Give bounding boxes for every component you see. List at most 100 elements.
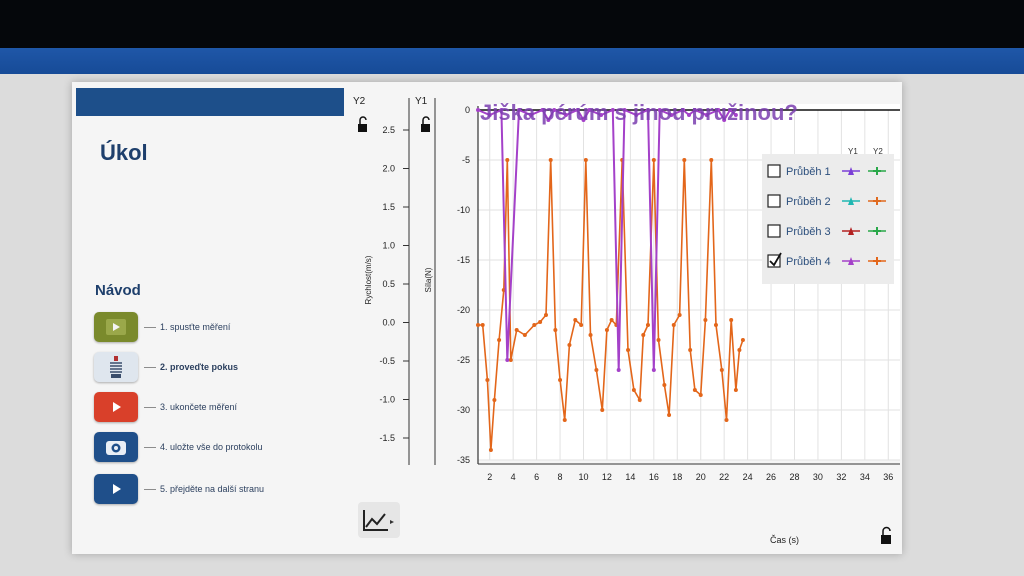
save-button[interactable] [94,432,138,462]
y2-tick-label: 0.0 [382,318,395,328]
step-3-label: 3. ukončete měření [160,402,238,412]
data-point [716,108,721,112]
data-point [599,113,604,117]
experiment-button[interactable] [94,352,138,382]
data-point [543,313,548,317]
y2-tick-label: -1.5 [379,433,395,443]
y2-lock-icon[interactable] [358,116,367,132]
next-page-button[interactable] [94,474,138,504]
data-point [733,388,738,392]
data-point [651,368,656,372]
x-tick-label: 32 [836,472,846,482]
x-tick-label: 26 [766,472,776,482]
legend-box [762,154,894,284]
x-tick-label: 36 [883,472,893,482]
legend-y2-marker [873,197,881,205]
x-lock-icon[interactable] [881,526,891,545]
data-point [740,338,745,342]
x-axis-title: Čas (s) [770,535,799,545]
play-button[interactable] [94,312,138,342]
step-connector [144,488,156,490]
data-point [637,398,642,402]
data-point [634,113,639,117]
data-point [514,328,519,332]
data-point [553,328,558,332]
legend-item[interactable]: Průběh 1 [767,164,886,178]
legend-checkbox[interactable] [767,164,781,178]
x-tick-label: 34 [860,472,870,482]
data-point [631,388,636,392]
x-tick-label: 10 [578,472,588,482]
step-connector [144,366,156,368]
y2-tick-label: 0.5 [382,279,395,289]
data-point [487,113,492,117]
data-point [548,158,553,162]
step-2[interactable]: 2. proveďte pokus [94,350,238,384]
legend: Y1 Y2 Průběh 1 Průběh 2 Průběh 3 Průběh 4 [762,147,894,284]
y1-lock-icon[interactable] [421,116,430,132]
data-point [733,113,738,117]
legend-checkbox[interactable] [767,254,781,268]
grid [477,106,900,465]
x-tick-label: 30 [813,472,823,482]
y2-tick-label: 1.5 [382,202,395,212]
legend-checkbox[interactable] [767,194,781,208]
data-point [499,108,504,112]
data-point [528,113,533,117]
camera-icon [106,441,126,455]
data-point [667,413,672,417]
data-point [703,318,708,322]
data-point [651,158,656,162]
legend-y1-marker [848,227,854,235]
x-tick-label: 6 [534,472,539,482]
legend-y2-marker [873,227,881,235]
screen-top-bezel [0,0,1024,50]
data-point [476,323,480,327]
legend-item[interactable]: Průběh 2 [767,194,886,208]
step-4[interactable]: 4. uložte vše do protokolu [94,430,263,464]
step-5[interactable]: 5. přejděte na další stranu [94,472,264,506]
data-point [522,333,527,337]
legend-y1-marker [848,257,854,265]
step-1[interactable]: 1. spusťte měření [94,310,230,344]
chart-type-button[interactable] [358,502,400,538]
data-point [588,333,593,337]
data-point [669,113,674,117]
header-band [76,88,344,116]
data-point [645,108,650,112]
data-point [657,108,662,112]
data-point [558,378,563,382]
data-point [476,108,480,112]
legend-checkbox[interactable] [767,224,781,238]
data-point [709,158,714,162]
x-ticks: 2 4 6 8 10 12 14 16 18 20 22 24 26 28 30 32 34 36 [487,472,893,482]
stop-button[interactable] [94,392,138,422]
data-point [704,113,709,117]
data-point [505,358,510,362]
data-point [583,158,588,162]
legend-item[interactable]: Průběh 3 [767,224,886,238]
data-point [562,418,567,422]
step-3[interactable]: 3. ukončete měření [94,390,237,424]
y-tick-label: 0 [465,105,470,115]
data-point [616,368,621,372]
data-point [508,358,513,362]
x-tick-label: 4 [511,472,516,482]
y2-tick-label: -1.0 [379,395,395,405]
data-point [488,448,493,452]
legend-item[interactable]: Průběh 4 [767,252,886,268]
legend-y2-marker [873,167,881,175]
y2-axis-title: Rychlost(m/s) [364,255,373,304]
y1-axis-label: Y1 [415,96,428,107]
data-point [622,108,627,112]
y2-tick-label: 2.0 [382,164,395,174]
data-point [656,338,661,342]
data-point [609,318,614,322]
legend-label: Průběh 3 [786,226,831,238]
y-tick-label: -5 [462,155,470,165]
legend-y1-marker [848,197,854,205]
force-chart[interactable]: 0-5-10-15-20-25-30-35 2 4 6 8 10 12 14 16 18 20 22… [440,96,906,556]
y2-ticks: 2.5 2.0 1.5 1.0 0.5 0.0 -0.5 -1.0 -1.5 [379,125,409,443]
app-title-bar [0,48,1024,76]
y-tick-label: -25 [457,355,470,365]
